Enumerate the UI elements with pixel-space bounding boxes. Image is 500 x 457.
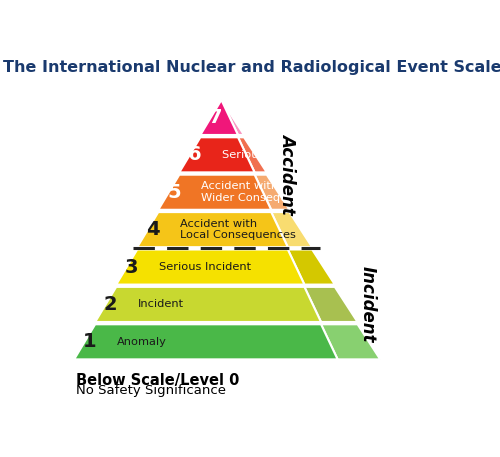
Polygon shape — [222, 100, 244, 135]
Text: Incident: Incident — [138, 299, 184, 309]
Text: 7: 7 — [209, 108, 222, 127]
Polygon shape — [254, 175, 290, 210]
Polygon shape — [321, 324, 380, 359]
Text: Incident: Incident — [359, 266, 377, 343]
Text: 2: 2 — [104, 295, 118, 314]
Text: 5: 5 — [167, 183, 180, 202]
Text: Serious Incident: Serious Incident — [159, 262, 251, 272]
Text: 6: 6 — [188, 145, 202, 165]
Polygon shape — [74, 324, 338, 359]
Text: No Safety Significance: No Safety Significance — [76, 384, 227, 398]
Text: Accident with
Wider Consequences: Accident with Wider Consequences — [201, 181, 320, 203]
Text: Accident with
Local Consequences: Accident with Local Consequences — [180, 219, 296, 240]
Polygon shape — [158, 175, 271, 210]
Polygon shape — [200, 100, 238, 135]
Text: Below Scale/Level 0: Below Scale/Level 0 — [76, 373, 240, 388]
Polygon shape — [137, 212, 288, 247]
Text: Major Accident: Major Accident — [243, 112, 328, 122]
Text: Accident: Accident — [280, 133, 297, 214]
Text: 4: 4 — [146, 220, 160, 239]
Polygon shape — [288, 250, 335, 285]
Text: Anomaly: Anomaly — [117, 337, 166, 347]
Polygon shape — [180, 137, 254, 172]
Polygon shape — [95, 287, 321, 322]
Polygon shape — [238, 137, 267, 172]
Polygon shape — [271, 212, 312, 247]
Text: The International Nuclear and Radiological Event Scale: The International Nuclear and Radiologic… — [3, 60, 500, 75]
Polygon shape — [304, 287, 358, 322]
Polygon shape — [116, 250, 304, 285]
Text: Serious Accident: Serious Accident — [222, 150, 317, 160]
Text: 1: 1 — [83, 332, 96, 351]
Text: 3: 3 — [125, 258, 138, 276]
